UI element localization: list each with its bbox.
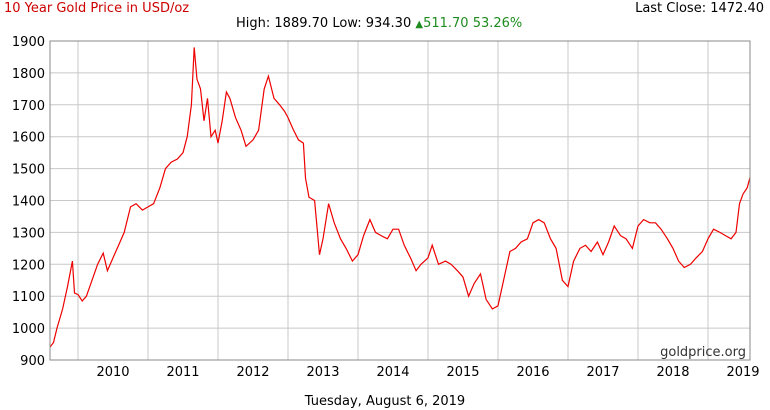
change-value: 511.70 bbox=[423, 16, 469, 31]
y-tick-label: 1600 bbox=[12, 131, 45, 146]
x-tick-label: 2018 bbox=[656, 365, 689, 380]
y-tick-label: 1300 bbox=[12, 226, 45, 241]
price-line bbox=[49, 47, 751, 348]
last-close-value: 1472.40 bbox=[710, 1, 764, 16]
plot-frame bbox=[49, 40, 751, 361]
x-tick-label: 2011 bbox=[166, 365, 199, 380]
y-tick-label: 900 bbox=[20, 354, 45, 369]
chart-title: 10 Year Gold Price in USD/oz bbox=[4, 1, 190, 16]
x-tick-label: 2019 bbox=[726, 365, 759, 380]
x-tick-label: 2017 bbox=[586, 365, 619, 380]
y-tick-label: 1400 bbox=[12, 195, 45, 210]
y-tick-label: 1000 bbox=[12, 322, 45, 337]
y-tick-label: 1800 bbox=[12, 67, 45, 82]
x-tick-label: 2015 bbox=[446, 365, 479, 380]
high-label: High: bbox=[236, 16, 271, 31]
last-close-label: Last Close: bbox=[635, 1, 707, 16]
x-tick-label: 2012 bbox=[236, 365, 269, 380]
y-tick-label: 1500 bbox=[12, 163, 45, 178]
change-percent: 53.26% bbox=[472, 16, 523, 31]
high-value: 1889.70 bbox=[274, 16, 329, 31]
y-tick-label: 1900 bbox=[12, 35, 45, 50]
low-label: Low: bbox=[332, 16, 362, 31]
x-tick-label: 2016 bbox=[516, 365, 549, 380]
y-axis-labels: 900 1000 1100 1200 1300 1400 1500 1600 1700 1800 1… bbox=[12, 35, 45, 369]
y-tick-label: 1200 bbox=[12, 258, 45, 273]
price-stats: High: 1889.70 Low: 934.30 ▲511.70 53.26% bbox=[236, 16, 522, 31]
y-tick-label: 1700 bbox=[12, 99, 45, 114]
x-tick-label: 2013 bbox=[306, 365, 339, 380]
y-tick-label: 1100 bbox=[12, 290, 45, 305]
low-value: 934.30 bbox=[365, 16, 412, 31]
x-axis-labels: 2010 2011 2012 2013 2014 2015 2016 2017 2018 2019 bbox=[96, 365, 759, 380]
up-triangle-icon: ▲ bbox=[415, 19, 424, 30]
x-tick-label: 2014 bbox=[376, 365, 409, 380]
watermark: goldprice.org bbox=[660, 345, 746, 360]
x-tick-label: 2010 bbox=[96, 365, 129, 380]
last-close: Last Close: 1472.40 bbox=[635, 1, 764, 16]
chart-date: Tuesday, August 6, 2019 bbox=[304, 394, 466, 409]
